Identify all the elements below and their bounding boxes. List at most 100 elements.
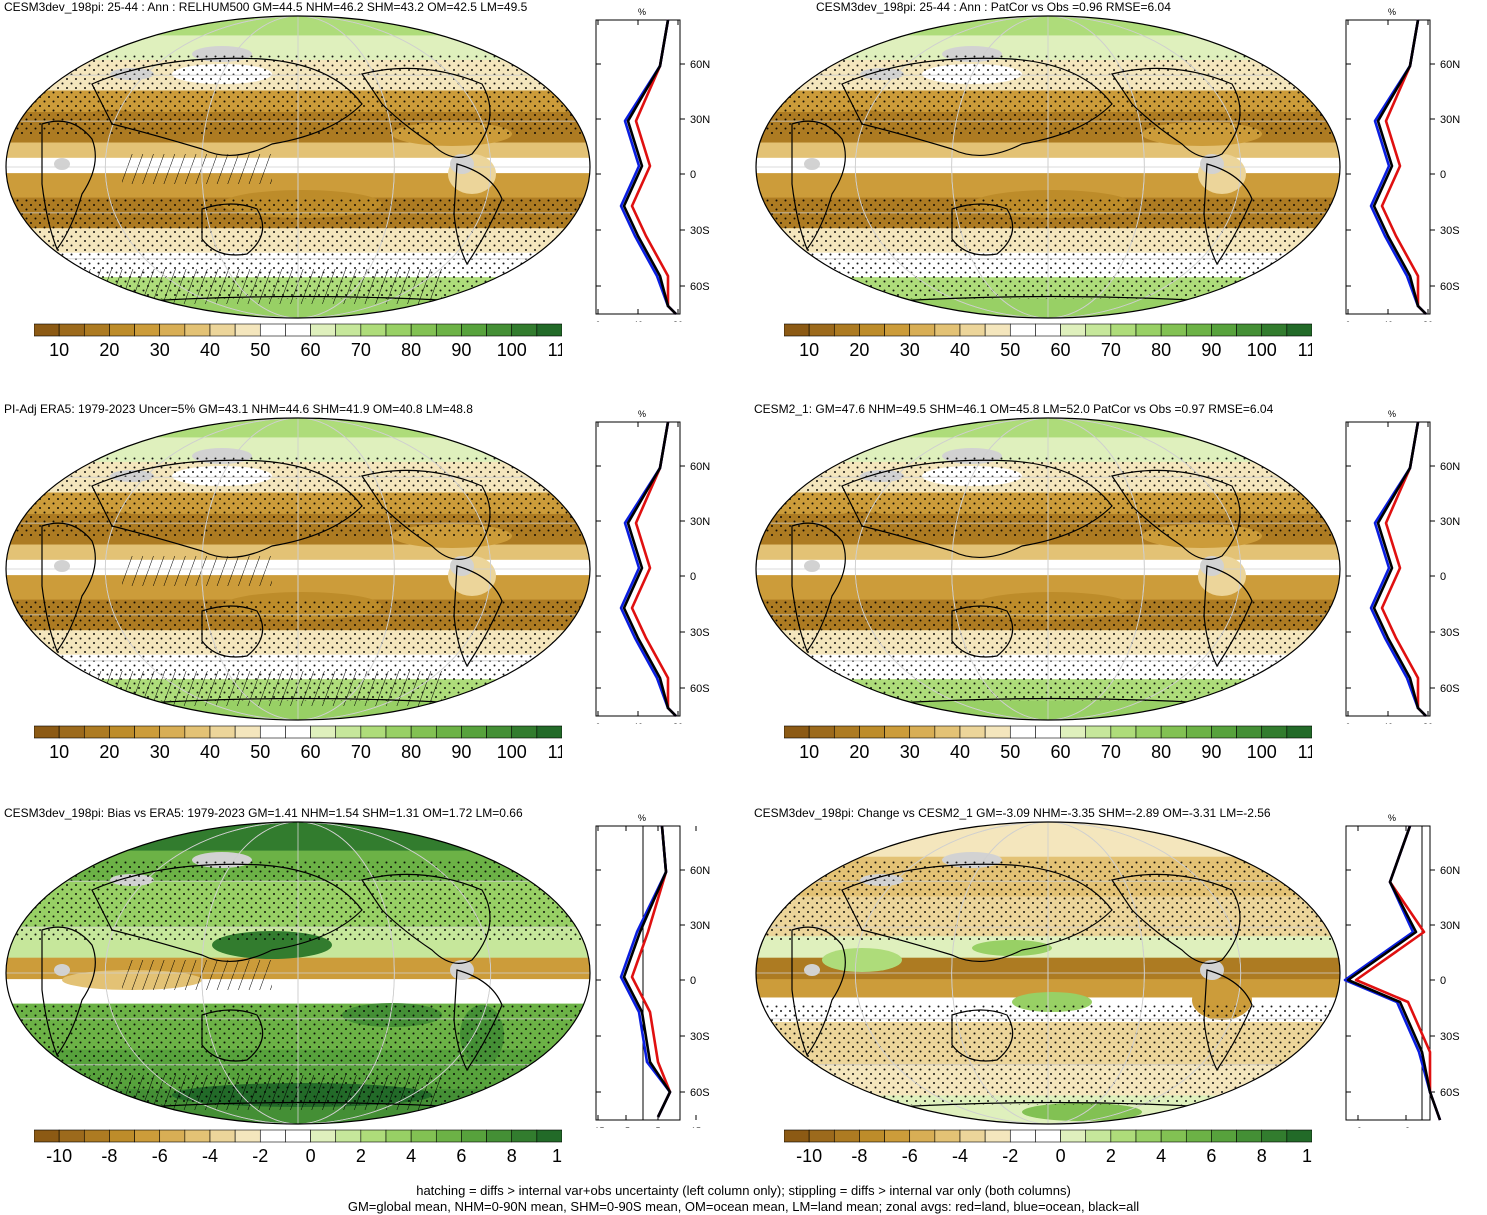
colorbar-swatch — [310, 323, 337, 337]
colorbar-label: 70 — [1101, 340, 1121, 360]
colorbar-swatch — [959, 323, 986, 337]
colorbar-label: -10 — [796, 1146, 822, 1166]
zonal-x-label: -9 — [1354, 1126, 1362, 1128]
colorbar-swatch — [285, 323, 311, 337]
zonal-x-label: 40 — [1383, 320, 1393, 322]
colorbar-label: 20 — [99, 340, 119, 360]
zonal-lat-label: 60N — [690, 461, 710, 473]
colorbar-swatch — [1261, 323, 1288, 337]
colorbar-swatch — [884, 1129, 911, 1143]
colorbar-swatch — [511, 323, 538, 337]
robinson-map — [5, 417, 591, 721]
colorbar-swatch — [410, 1129, 437, 1143]
zonal-x-label: 0 — [595, 722, 600, 724]
colorbar-label: 4 — [406, 1146, 416, 1166]
zonal-line-land — [630, 421, 677, 717]
colorbar-swatch — [34, 1129, 60, 1143]
colorbar-swatch — [1009, 323, 1036, 337]
zonal-line-all — [622, 825, 672, 1118]
zonal-x-label: 0 — [1345, 320, 1350, 322]
colorbar-swatch — [109, 323, 135, 337]
colorbar-swatch — [1085, 323, 1112, 337]
colorbar-swatch — [435, 323, 462, 337]
colorbar-label: 110 — [548, 742, 562, 762]
colorbar-label: 110 — [1298, 340, 1312, 360]
colorbar-swatch — [511, 1129, 538, 1143]
colorbar-label: 8 — [1257, 1146, 1267, 1166]
colorbar-swatch — [134, 323, 161, 337]
colorbar-swatch — [83, 725, 110, 739]
colorbar-label: 110 — [548, 340, 562, 360]
colorbar-swatch — [1110, 725, 1137, 739]
colorbar-label: 60 — [1051, 742, 1071, 762]
footer-note-1: hatching = diffs > internal var+obs unce… — [416, 1183, 1071, 1198]
colorbar-swatch — [934, 725, 961, 739]
colorbar-swatch — [159, 1129, 186, 1143]
colorbar-label: 60 — [301, 340, 321, 360]
panel-model-abs: CESM3dev_198pi: 25-44 : Ann : RELHUM500 … — [0, 0, 740, 400]
colorbar-swatch — [984, 725, 1011, 739]
colorbar-label: 10 — [49, 340, 69, 360]
zonal-x-label: 40 — [1383, 722, 1393, 724]
colorbar-label: 50 — [250, 742, 270, 762]
colorbar-label: 30 — [900, 742, 920, 762]
colorbar-swatch — [385, 725, 412, 739]
colorbar-swatch — [1085, 725, 1112, 739]
colorbar-swatch — [1035, 323, 1061, 337]
panel-title: CESM3dev_198pi: 25-44 : Ann : PatCor vs … — [816, 0, 1171, 14]
colorbar-swatch — [536, 725, 562, 739]
colorbar-label: 50 — [250, 340, 270, 360]
colorbar-label: 2 — [356, 1146, 366, 1166]
colorbar-swatch — [486, 323, 513, 337]
colorbar-label: -8 — [101, 1146, 117, 1166]
colorbar-swatch — [184, 323, 211, 337]
zonal-lat-label: 30N — [690, 114, 710, 126]
panel-title: CESM3dev_198pi: 25-44 : Ann : RELHUM500 … — [4, 0, 528, 14]
colorbar-swatch — [134, 725, 161, 739]
zonal-line-all — [1346, 825, 1442, 1121]
zonal-lat-label: 30S — [690, 1031, 710, 1043]
zonal-unit-label: % — [1388, 813, 1396, 823]
colorbar-swatch — [784, 725, 810, 739]
colorbar-label: 100 — [497, 742, 527, 762]
zonal-mean-plot: % 60N 30N 0 30S 60S 0 40 80 — [1345, 409, 1460, 724]
colorbar-swatch — [209, 725, 236, 739]
colorbar-swatch — [808, 725, 835, 739]
panel-cesm2: CESM2_1: GM=47.6 NHM=49.5 SHM=46.1 OM=45… — [750, 402, 1487, 802]
zonal-lat-label: 60N — [690, 59, 710, 71]
colorbar-label: 8 — [507, 1146, 517, 1166]
colorbar-swatch — [1060, 1129, 1087, 1143]
colorbar-swatch — [486, 725, 513, 739]
panel-bias: CESM3dev_198pi: Bias vs ERA5: 1979-2023 … — [0, 806, 740, 1206]
robinson-map — [755, 417, 1341, 721]
colorbar-label: -4 — [952, 1146, 968, 1166]
zonal-x-label: 80 — [1423, 320, 1433, 322]
colorbar-swatch — [435, 725, 462, 739]
colorbar-swatch — [859, 323, 885, 337]
zonal-lat-label: 30N — [1440, 114, 1460, 126]
zonal-x-label: 80 — [673, 320, 683, 322]
zonal-lat-label: 30S — [1440, 225, 1460, 237]
zonal-lat-label: 60S — [1440, 281, 1460, 293]
colorbar-label: 90 — [1201, 742, 1221, 762]
colorbar: 10 20 30 40 50 60 70 80 90 100 110 — [34, 725, 562, 762]
zonal-lat-label: 0 — [690, 169, 696, 181]
colorbar-swatch — [360, 1129, 387, 1143]
colorbar-swatch — [1185, 1129, 1212, 1143]
colorbar-swatch — [259, 323, 286, 337]
panel-title: CESM2_1: GM=47.6 NHM=49.5 SHM=46.1 OM=45… — [754, 402, 1274, 416]
zonal-lat-label: 60S — [690, 683, 710, 695]
colorbar: -10 -8 -6 -4 -2 0 2 4 6 8 10 — [34, 1129, 562, 1166]
colorbar-swatch — [83, 1129, 110, 1143]
zonal-x-label: -5 — [622, 1126, 630, 1128]
colorbar-label: 70 — [1101, 742, 1121, 762]
colorbar-label: 70 — [351, 340, 371, 360]
colorbar-swatch — [234, 323, 261, 337]
colorbar-swatch — [1211, 1129, 1237, 1143]
colorbar-swatch — [808, 323, 835, 337]
colorbar-swatch — [335, 323, 362, 337]
zonal-lat-label: 30S — [1440, 1031, 1460, 1043]
colorbar: 10 20 30 40 50 60 70 80 90 100 110 — [784, 323, 1312, 360]
colorbar-swatch — [536, 1129, 562, 1143]
colorbar-swatch — [34, 725, 60, 739]
